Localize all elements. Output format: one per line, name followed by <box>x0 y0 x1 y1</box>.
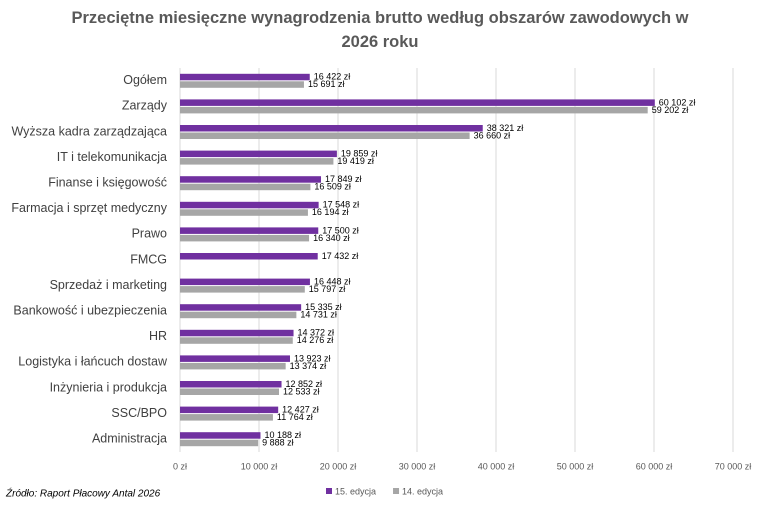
value-label: 36 660 zł <box>474 130 511 140</box>
bar <box>180 234 310 242</box>
x-tick-label: 40 000 zł <box>478 461 515 471</box>
value-label: 12 533 zł <box>283 386 320 396</box>
y-tick-label: Inżynieria i produkcja <box>50 380 167 394</box>
x-tick-label: 30 000 zł <box>399 461 436 471</box>
value-label: 14 731 zł <box>300 310 337 320</box>
y-tick-label: IT i telekomunikacja <box>57 150 167 164</box>
bar <box>180 73 310 81</box>
bar <box>180 106 648 114</box>
bar <box>180 150 337 158</box>
y-tick-label: Bankowość i ubezpieczenia <box>13 303 167 317</box>
legend-swatch <box>326 488 332 494</box>
bar <box>180 201 319 209</box>
value-label: 9 888 zł <box>262 438 294 448</box>
y-tick-label: Sprzedaż i marketing <box>50 278 167 292</box>
value-label: 16 509 zł <box>314 182 351 192</box>
x-tick-label: 20 000 zł <box>320 461 357 471</box>
bar <box>180 176 322 183</box>
bar <box>180 355 290 362</box>
value-label: 17 500 zł <box>322 225 359 235</box>
bar <box>180 253 318 260</box>
y-tick-label: HR <box>149 329 167 343</box>
legend-swatch <box>393 488 400 494</box>
bar <box>180 329 294 337</box>
value-label: 10 188 zł <box>264 430 301 440</box>
y-tick-label: SSC/BPO <box>111 406 167 420</box>
legend-label: 14. edycja <box>402 486 443 496</box>
bar <box>180 311 297 319</box>
y-tick-label: Logistyka i łańcuch dostaw <box>18 355 168 369</box>
value-label: 14 276 zł <box>297 335 334 345</box>
bar <box>180 406 279 414</box>
bar <box>180 304 302 311</box>
value-label: 38 321 zł <box>487 123 524 133</box>
x-tick-label: 50 000 zł <box>557 461 594 471</box>
x-tick-label: 70 000 zł <box>715 461 752 471</box>
chart-title: Przeciętne miesięczne wynagrodzenia brut… <box>71 9 689 51</box>
bar <box>180 286 305 293</box>
bar <box>180 227 319 234</box>
value-label: 14 372 zł <box>298 328 335 338</box>
x-tick-label: 0 zł <box>173 461 187 471</box>
value-label: 12 852 zł <box>286 379 323 389</box>
bar <box>180 209 308 216</box>
y-tick-label: Wyższa kadra zarządzająca <box>11 124 167 138</box>
bar <box>180 414 273 421</box>
value-label: 17 849 zł <box>325 174 362 184</box>
y-tick-label: Finanse i księgowość <box>48 175 167 189</box>
y-tick-label: Ogółem <box>123 73 167 87</box>
legend-label: 15. edycja <box>335 486 376 496</box>
y-tick-label: Zarządy <box>122 99 168 113</box>
bar <box>180 381 282 388</box>
bar <box>180 362 286 370</box>
value-label: 17 432 zł <box>322 251 359 261</box>
bar <box>180 132 470 139</box>
source: Źródło: Raport Płacowy Antal 2026 <box>5 487 161 500</box>
bar <box>180 439 259 447</box>
value-label: 17 548 zł <box>323 200 360 210</box>
bar <box>180 81 304 88</box>
value-label: 19 859 zł <box>341 148 378 158</box>
value-label: 15 335 zł <box>305 302 342 312</box>
y-tick-label: Administracja <box>92 431 167 445</box>
value-label: 11 764 zł <box>277 412 313 422</box>
value-label: 16 340 zł <box>313 233 350 243</box>
value-label: 12 427 zł <box>282 404 319 414</box>
value-label: 15 797 zł <box>309 284 346 294</box>
bar <box>180 388 280 395</box>
value-label: 15 691 zł <box>308 79 345 89</box>
value-label: 13 923 zł <box>294 353 331 363</box>
bar <box>180 432 261 439</box>
value-label: 16 422 zł <box>314 72 351 82</box>
bar <box>180 158 334 165</box>
value-label: 13 374 zł <box>290 361 327 371</box>
value-label: 16 448 zł <box>314 276 351 286</box>
bar <box>180 183 311 191</box>
y-tick-label: Farmacja i sprzęt medyczny <box>11 201 167 215</box>
y-tick-label: FMCG <box>130 252 167 266</box>
bar <box>180 337 293 344</box>
value-label: 19 419 zł <box>337 156 374 166</box>
x-tick-label: 60 000 zł <box>636 461 673 471</box>
bar <box>180 125 483 132</box>
x-tick-label: 10 000 zł <box>241 461 278 471</box>
value-label: 60 102 zł <box>659 97 696 107</box>
bar <box>180 99 655 106</box>
bar <box>180 278 310 286</box>
y-tick-label: Prawo <box>132 227 167 241</box>
value-label: 59 202 zł <box>652 105 689 115</box>
value-label: 16 194 zł <box>312 207 349 217</box>
